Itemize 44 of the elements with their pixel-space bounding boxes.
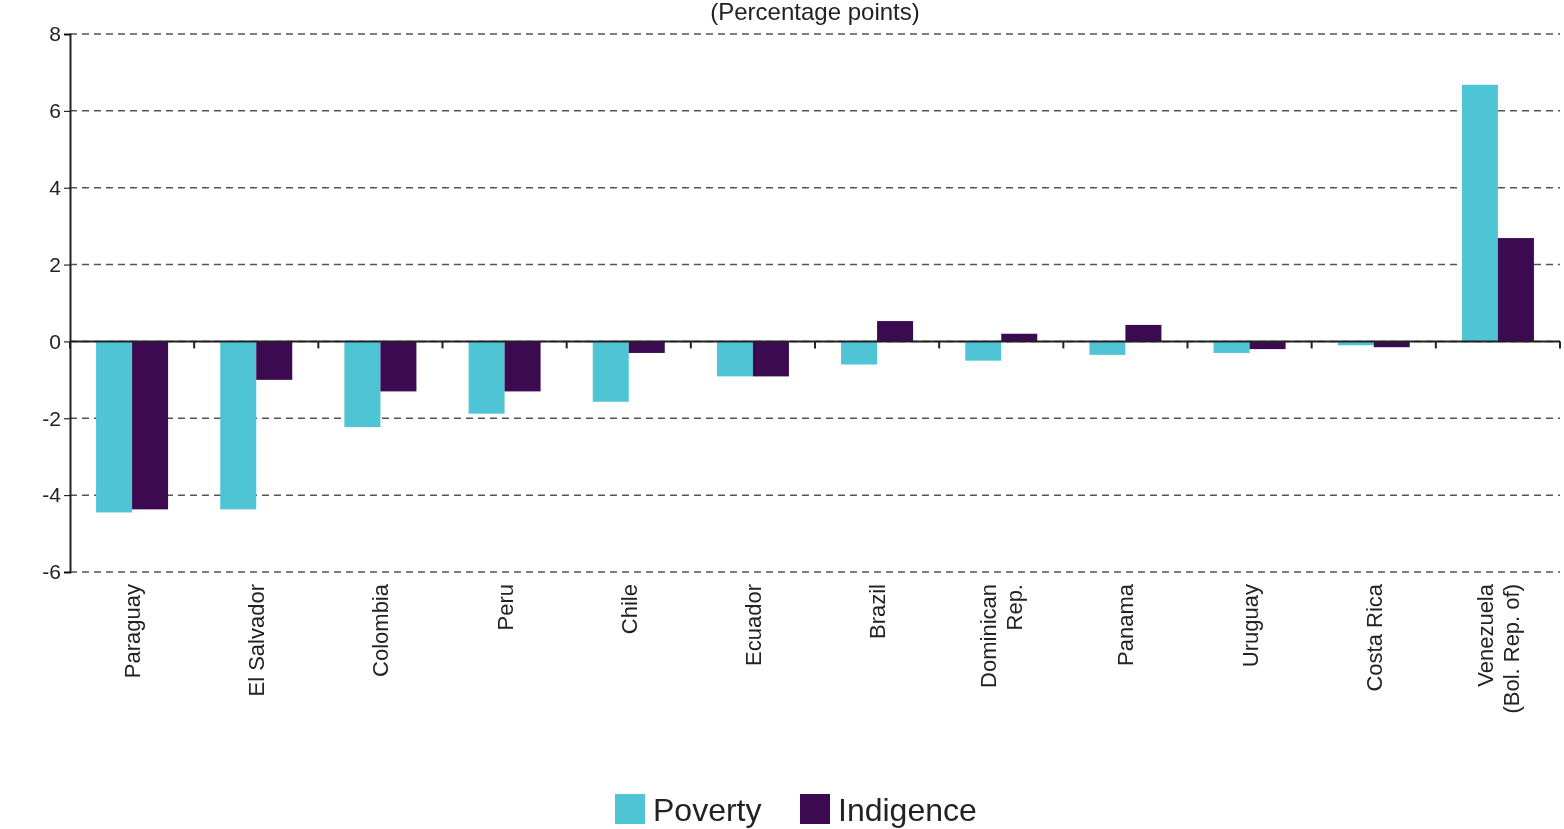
legend-label: Indigence — [838, 792, 977, 828]
x-tick-label: Chile — [616, 584, 642, 635]
bar — [965, 341, 1002, 361]
bar — [1249, 341, 1286, 350]
chart-title: (Percentage points) — [710, 0, 920, 25]
x-tick-label: Panama — [1113, 583, 1139, 666]
bar — [592, 341, 629, 402]
bar — [504, 341, 541, 392]
x-tick-label: Colombia — [368, 583, 394, 677]
x-tick-label: Ecuador — [740, 584, 766, 666]
bar — [1497, 238, 1534, 342]
x-tick-label: Uruguay — [1237, 584, 1263, 668]
bar — [877, 321, 914, 342]
y-tick-label: -6 — [42, 560, 61, 584]
bar — [841, 341, 878, 365]
x-tick-label: Venezuela (Bol. Rep. of) — [1472, 583, 1524, 714]
bar — [380, 341, 417, 392]
y-tick-label: 0 — [49, 329, 61, 353]
bar — [752, 341, 789, 377]
y-tick-label: -4 — [42, 483, 62, 507]
x-tick-label: El Salvador — [244, 584, 270, 697]
x-tick-label: Peru — [492, 584, 518, 631]
x-tick-label: Brazil — [865, 584, 891, 640]
legend-label: Poverty — [653, 792, 762, 828]
x-tick-label: Costa Rica — [1361, 583, 1387, 692]
bar — [1125, 324, 1162, 342]
bar — [344, 341, 381, 428]
bar — [628, 341, 665, 353]
bar — [468, 341, 505, 414]
x-tick-label: Paraguay — [120, 584, 146, 679]
y-tick-label: 8 — [49, 22, 61, 46]
y-tick-label: -2 — [42, 406, 61, 430]
bar — [1213, 341, 1250, 353]
y-tick-label: 6 — [49, 99, 61, 123]
y-tick-label: 4 — [49, 175, 62, 199]
bar — [96, 341, 133, 513]
bar — [220, 341, 257, 510]
bar — [716, 341, 753, 377]
bar — [256, 341, 293, 380]
bar — [132, 341, 169, 510]
y-tick-label: 2 — [49, 252, 61, 276]
bar — [1461, 84, 1498, 342]
x-tick-label: Dominican Rep. — [976, 584, 1028, 688]
bar — [1089, 341, 1126, 355]
